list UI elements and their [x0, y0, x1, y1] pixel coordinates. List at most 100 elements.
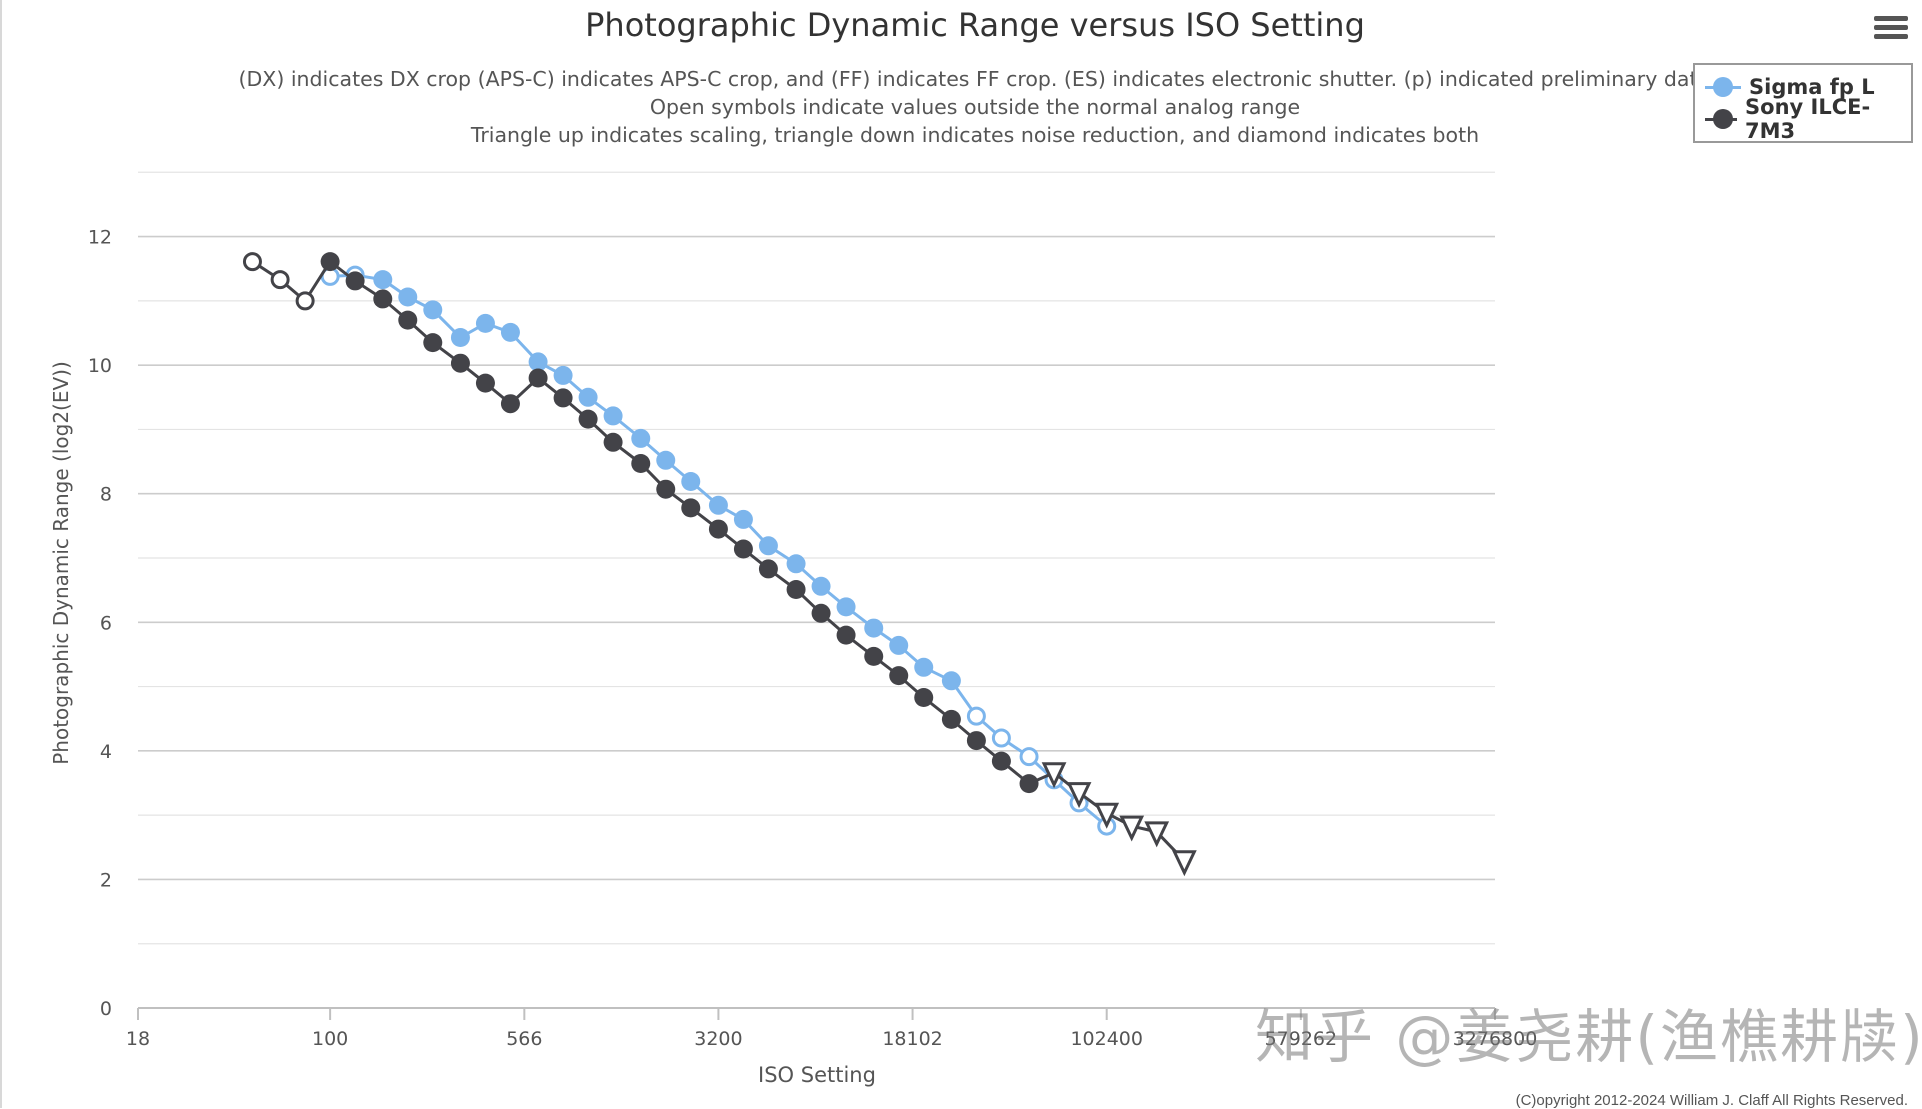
page-left-border — [0, 0, 2, 1108]
point-0-iso-1600 — [631, 428, 651, 448]
x-tick-label-579262: 579262 — [1265, 1028, 1338, 1050]
point-0-iso-3200 — [708, 495, 728, 515]
point-1-iso-250 — [423, 333, 443, 353]
chart-subtitle-line-1: (DX) indicates DX crop (APS-C) indicates… — [239, 67, 1698, 91]
point-1-iso-125 — [345, 271, 365, 291]
x-tick-label-100: 100 — [312, 1028, 348, 1050]
point-1-iso-64000 — [1041, 762, 1067, 789]
copyright-text: (C)opyright 2012-2024 William J. Claff A… — [1515, 1092, 1908, 1109]
y-axis-label: Photographic Dynamic Range (log2(EV)) — [49, 361, 73, 765]
x-tick-label-566: 566 — [506, 1028, 542, 1050]
point-0-iso-5000 — [758, 536, 778, 556]
point-1-iso-640 — [528, 368, 548, 388]
point-1-iso-25600 — [941, 709, 961, 729]
point-1-iso-160000 — [1144, 821, 1170, 848]
point-1-iso-6400 — [786, 580, 806, 599]
chart-grid — [138, 171, 1495, 945]
point-0-iso-12800 — [864, 618, 884, 638]
chart-subtitle-line-2: Open symbols indicate values outside the… — [650, 95, 1300, 119]
legend-label-sigma: Sigma fp L — [1749, 75, 1875, 99]
point-0-iso-320 — [450, 328, 470, 347]
chart-subtitle-line-3: Triangle up indicates scaling, triangle … — [470, 123, 1479, 147]
point-1-iso-4000 — [733, 539, 753, 559]
series-0 — [320, 265, 1117, 836]
point-1-iso-16000 — [889, 666, 909, 686]
y-axis-ticks: 0 2 4 6 8 10 12 — [88, 227, 112, 1020]
point-1-iso-10000 — [836, 625, 856, 645]
point-1-iso-500 — [500, 394, 520, 414]
point-1-iso-400 — [475, 373, 495, 393]
x-tick-label-3200: 3200 — [694, 1028, 742, 1050]
y-tick-label-0: 0 — [100, 998, 112, 1020]
point-1-iso-320 — [450, 353, 470, 373]
chart-series — [242, 252, 1197, 877]
y-tick-label-4: 4 — [100, 741, 112, 763]
point-0-iso-500 — [500, 322, 520, 342]
x-tick-label-18102: 18102 — [882, 1028, 942, 1050]
legend-symbol-sigma — [1705, 77, 1741, 97]
point-0-iso-800 — [553, 365, 573, 385]
point-1-iso-200 — [398, 310, 418, 330]
point-0-iso-40000 — [991, 728, 1011, 748]
point-1-iso-1250 — [603, 432, 623, 452]
point-0-iso-2500 — [681, 472, 701, 491]
point-1-iso-8000 — [811, 603, 831, 623]
point-1-iso-2000 — [656, 479, 676, 499]
point-0-iso-4000 — [733, 509, 753, 529]
point-0-iso-1250 — [603, 406, 623, 426]
y-tick-label-12: 12 — [88, 227, 112, 249]
point-0-iso-8000 — [811, 576, 831, 596]
point-0-iso-2000 — [656, 450, 676, 470]
point-0-iso-200 — [398, 287, 418, 307]
chart-legend: Sigma fp L Sony ILCE-7M3 — [1693, 63, 1913, 143]
x-axis: 18 100 566 3200 18102 102400 579262 3276800 — [126, 1007, 1538, 1050]
point-1-iso-100 — [320, 252, 340, 272]
point-1-iso-20000 — [914, 688, 934, 707]
legend-item-sony[interactable]: Sony ILCE-7M3 — [1705, 95, 1901, 143]
point-1-iso-5000 — [758, 559, 778, 579]
point-0-iso-51200 — [1019, 747, 1039, 767]
legend-label-sony: Sony ILCE-7M3 — [1745, 95, 1871, 143]
x-tick-label-102400: 102400 — [1070, 1028, 1143, 1050]
y-tick-label-10: 10 — [88, 355, 112, 377]
point-0-iso-10000 — [836, 597, 856, 617]
point-0-iso-640 — [528, 352, 548, 372]
hamburger-menu-icon[interactable] — [1874, 16, 1908, 46]
watermark-text: 知乎 @姜尧耕(渔樵耕牍) — [1255, 1003, 1922, 1071]
legend-symbol-sony — [1705, 109, 1738, 129]
point-1-iso-50 — [242, 252, 262, 272]
point-1-iso-12800 — [864, 646, 884, 666]
series-line-0 — [330, 273, 1108, 828]
point-1-iso-160 — [373, 289, 393, 309]
point-1-iso-80 — [295, 291, 315, 311]
point-1-iso-80000 — [1066, 782, 1092, 809]
point-0-iso-160 — [373, 270, 393, 290]
point-1-iso-2500 — [681, 498, 701, 518]
point-1-iso-102400 — [1094, 802, 1120, 829]
point-1-iso-51200 — [1019, 774, 1039, 794]
point-0-iso-250 — [423, 300, 443, 320]
point-0-iso-400 — [475, 313, 495, 333]
legend-item-sigma[interactable]: Sigma fp L — [1705, 71, 1901, 103]
point-0-iso-32000 — [966, 706, 986, 726]
point-1-iso-1000 — [578, 409, 598, 429]
point-1-iso-64 — [270, 270, 290, 290]
y-tick-label-8: 8 — [100, 484, 112, 506]
point-0-iso-20000 — [914, 657, 934, 677]
point-1-iso-800 — [553, 388, 573, 408]
x-axis-label: ISO Setting — [758, 1063, 876, 1087]
x-tick-label-3276800: 3276800 — [1453, 1028, 1538, 1050]
point-1-iso-40000 — [991, 751, 1011, 771]
point-0-iso-1000 — [578, 387, 598, 407]
point-0-iso-16000 — [889, 635, 909, 655]
point-0-iso-25600 — [941, 671, 961, 691]
point-1-iso-3200 — [708, 519, 728, 539]
y-tick-label-6: 6 — [100, 612, 112, 634]
y-tick-label-2: 2 — [100, 869, 112, 891]
point-1-iso-1600 — [631, 454, 651, 473]
series-1 — [242, 252, 1197, 877]
point-1-iso-128000 — [1119, 815, 1145, 842]
point-1-iso-32000 — [966, 731, 986, 751]
point-1-iso-204800 — [1171, 850, 1197, 877]
